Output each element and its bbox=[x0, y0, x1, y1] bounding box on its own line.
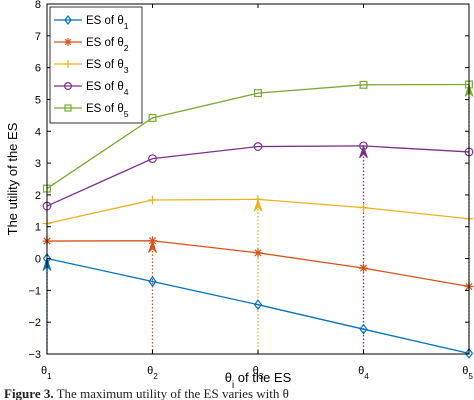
x-axis-label: θi of the ES bbox=[225, 370, 292, 391]
legend-label: ES of θ5 bbox=[86, 103, 129, 119]
figure-caption: Figure 3. The maximum utility of the ES … bbox=[4, 386, 474, 400]
legend-item: ES of θ3 bbox=[54, 59, 129, 75]
data-point bbox=[253, 142, 263, 151]
y-tick-label: −1 bbox=[28, 285, 41, 297]
y-tick-label: 2 bbox=[35, 190, 41, 202]
legend-marker bbox=[64, 15, 72, 25]
data-point bbox=[359, 80, 368, 89]
legend-label: ES of θ3 bbox=[86, 59, 129, 75]
y-tick-label: −3 bbox=[28, 349, 41, 361]
data-point bbox=[148, 236, 157, 246]
data-point bbox=[359, 203, 368, 213]
data-point bbox=[359, 263, 368, 273]
caption-text: The maximum utility of the ES varies wit… bbox=[56, 386, 289, 400]
y-tick-label: 6 bbox=[35, 63, 41, 75]
legend-marker bbox=[64, 38, 72, 46]
y-tick-label: 1 bbox=[35, 222, 41, 234]
annotation-arrow bbox=[359, 144, 368, 354]
y-tick-label: 7 bbox=[35, 31, 41, 43]
legend-item: ES of θ4 bbox=[54, 81, 129, 97]
axis-ticks: −3 −2 −1 0 1 2 3 4 5 6 7 8 θ1 θ2 θ3 θ4 θ5 bbox=[28, 0, 473, 381]
x-tick-label: θ3 bbox=[253, 365, 264, 381]
x-tick-label: θ5 bbox=[462, 365, 473, 381]
y-axis-label-group: The utility of the ES bbox=[5, 122, 20, 235]
data-point bbox=[148, 195, 157, 205]
series-line bbox=[46, 145, 470, 207]
caption-label: Figure 3. bbox=[4, 386, 54, 400]
series-line bbox=[46, 83, 470, 190]
data-point bbox=[148, 275, 157, 287]
data-point bbox=[253, 194, 263, 204]
legend-item: ES of θ5 bbox=[54, 103, 129, 119]
annotation-arrow bbox=[253, 198, 263, 354]
annotation-arrow bbox=[148, 239, 157, 354]
y-tick-label: 4 bbox=[35, 126, 41, 138]
y-tick-label: −2 bbox=[28, 317, 41, 329]
x-tick-label: θ2 bbox=[147, 365, 158, 381]
legend-label: ES of θ2 bbox=[86, 37, 129, 53]
legend-item: ES of θ2 bbox=[54, 37, 129, 53]
data-point bbox=[254, 89, 262, 98]
legend: ES of θ1 ES of θ2 ES of θ3 ES of θ4 ES of θ5 bbox=[49, 6, 143, 124]
x-axis-label-group: θi of the ES bbox=[225, 370, 292, 391]
y-tick-label: 5 bbox=[35, 94, 41, 106]
data-point bbox=[253, 299, 263, 311]
data-point bbox=[253, 248, 263, 258]
legend-box bbox=[49, 6, 143, 124]
legend-label: ES of θ1 bbox=[86, 15, 129, 31]
legend-marker bbox=[63, 81, 72, 90]
y-tick-label: 8 bbox=[35, 0, 41, 11]
y-axis-label: The utility of the ES bbox=[5, 122, 20, 235]
legend-item: ES of θ1 bbox=[54, 15, 129, 31]
series-lines bbox=[42, 80, 474, 359]
y-tick-label: 3 bbox=[35, 158, 41, 170]
legend-label: ES of θ4 bbox=[86, 81, 129, 97]
data-point bbox=[148, 113, 157, 122]
data-point bbox=[148, 154, 157, 164]
legend-marker bbox=[64, 60, 72, 68]
data-point bbox=[359, 323, 368, 335]
data-point bbox=[359, 141, 368, 151]
legend-marker bbox=[64, 104, 72, 112]
y-tick-label: 0 bbox=[35, 254, 41, 266]
x-tick-label: θ4 bbox=[358, 365, 369, 381]
x-tick-label: θ1 bbox=[41, 365, 52, 381]
data-point bbox=[464, 347, 474, 359]
series-line bbox=[46, 257, 470, 354]
annotation-arrows bbox=[42, 83, 474, 354]
